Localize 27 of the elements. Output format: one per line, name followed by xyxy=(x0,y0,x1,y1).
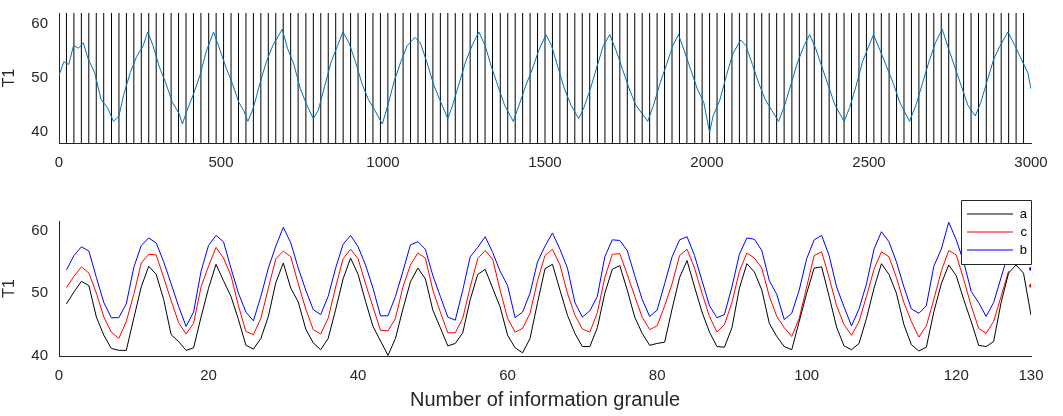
x-tick-label: 80 xyxy=(648,366,666,384)
x-axis-title: Number of information granule xyxy=(409,387,681,410)
x-tick-label: 1500 xyxy=(528,153,562,171)
y-tick-label: 50 xyxy=(31,68,48,86)
legend-label: a xyxy=(1019,205,1028,221)
x-tick-label: 3000 xyxy=(1014,153,1048,171)
x-tick-label: 20 xyxy=(200,366,217,384)
y-axis-title: T1 xyxy=(0,68,18,88)
y-tick-label: 40 xyxy=(31,122,48,140)
legend-label: c xyxy=(1020,223,1028,239)
x-tick-label: 0 xyxy=(54,153,64,171)
x-tick-label: 0 xyxy=(54,366,64,384)
x-tick-label: 40 xyxy=(349,366,367,384)
legend-label: b xyxy=(1019,241,1027,257)
y-tick-label: 60 xyxy=(31,220,48,238)
x-tick-label: 60 xyxy=(499,366,516,384)
y-tick-label: 40 xyxy=(31,346,48,364)
x-tick-label: 2000 xyxy=(690,153,724,171)
x-tick-label: 500 xyxy=(208,153,234,171)
x-tick-label: 130 xyxy=(1018,366,1044,384)
y-tick-label: 50 xyxy=(31,283,48,301)
x-tick-label: 1000 xyxy=(366,153,400,171)
x-tick-label: 120 xyxy=(943,366,969,384)
y-axis-title: T1 xyxy=(0,279,18,298)
x-tick-label: 100 xyxy=(794,366,820,384)
y-tick-label: 60 xyxy=(31,13,48,31)
x-tick-label: 2500 xyxy=(852,153,886,171)
